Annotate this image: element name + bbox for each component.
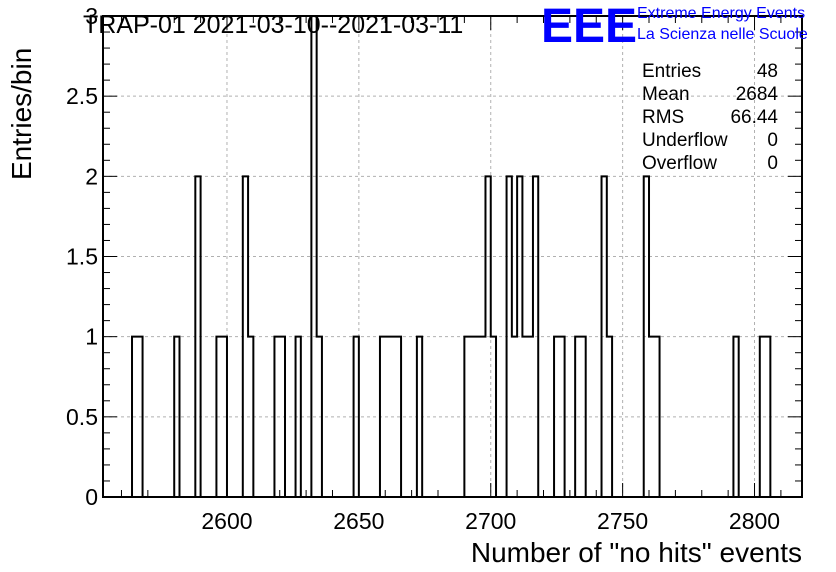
y-tick-labels: 0 0.5 1 1.5 2 2.5 3 — [66, 3, 98, 510]
brand-line-2: La Scienza nelle Scuole — [637, 26, 808, 43]
x-tick-labels: 2600 2650 2700 2750 2800 — [201, 508, 780, 534]
stats-value: 66.44 — [730, 107, 778, 128]
brand-line-1: Extreme Energy Events — [637, 5, 805, 22]
stats-label: RMS — [642, 107, 684, 128]
y-tick-label: 1.5 — [66, 244, 98, 270]
grid-lines — [103, 15, 802, 497]
stats-label: Mean — [642, 84, 690, 105]
axis-ticks — [103, 15, 802, 498]
y-tick-label: 3 — [85, 3, 98, 29]
x-tick-label: 2600 — [201, 508, 252, 534]
y-tick-label: 2.5 — [66, 83, 98, 109]
stats-label: Entries — [642, 61, 701, 82]
y-tick-label: 0.5 — [66, 404, 98, 430]
x-tick-label: 2650 — [333, 508, 384, 534]
y-tick-label: 0 — [85, 484, 98, 510]
x-tick-label: 2750 — [597, 508, 648, 534]
x-tick-label: 2700 — [465, 508, 516, 534]
stats-label: Underflow — [642, 130, 728, 151]
x-axis-label: Number of "no hits" events — [471, 537, 802, 568]
stats-value: 48 — [757, 61, 778, 82]
stats-value: 0 — [767, 153, 778, 174]
stats-value: 2684 — [736, 84, 779, 105]
y-tick-label: 2 — [85, 163, 98, 189]
y-axis-label: Entries/bin — [6, 48, 37, 180]
x-tick-label: 2800 — [729, 508, 780, 534]
stats-value: 0 — [767, 130, 778, 151]
stats-label: Overflow — [642, 153, 717, 174]
histogram-outline — [131, 15, 772, 497]
chart-title: TRAP-01 2021-03-10--2021-03-11 — [83, 11, 463, 39]
eee-logo-text: EEE — [541, 0, 637, 53]
eee-logo: EEE Extreme Energy Events La Scienza nel… — [541, 0, 808, 53]
y-tick-label: 1 — [85, 324, 98, 350]
